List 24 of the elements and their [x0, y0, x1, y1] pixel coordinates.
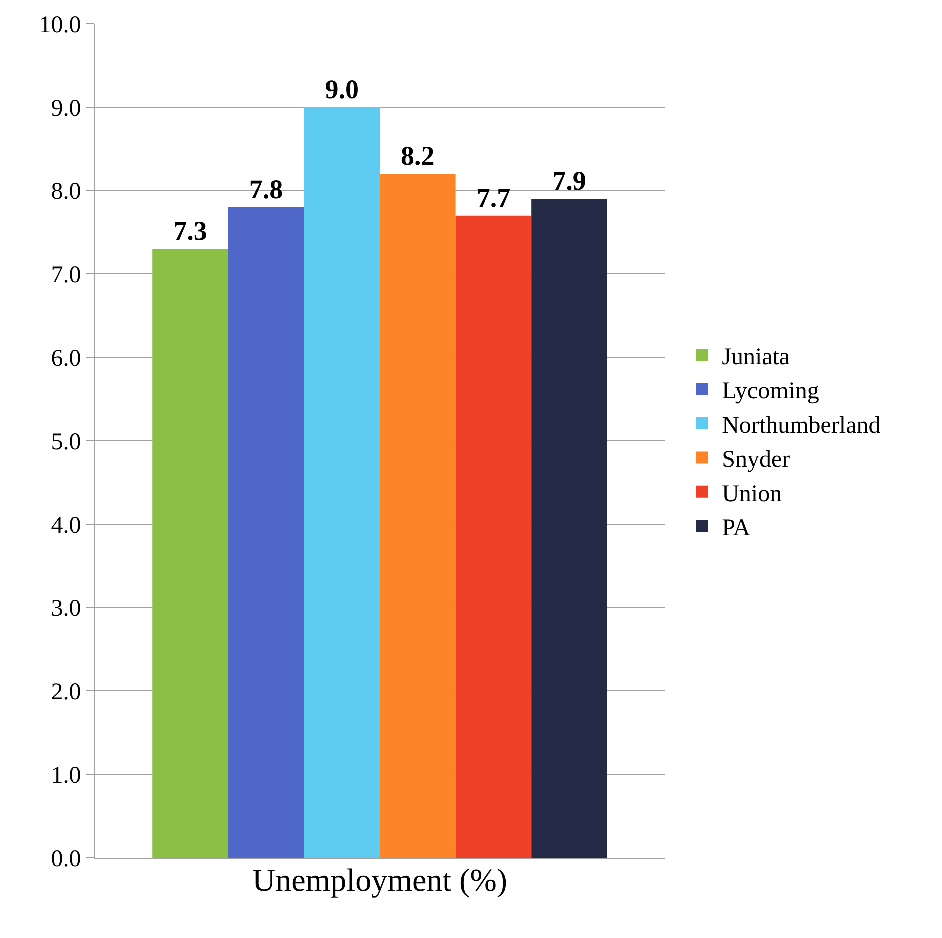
x-axis-title: Unemployment (%)	[252, 862, 508, 898]
y-tick-label: 3.0	[51, 596, 82, 622]
data-label: 8.2	[401, 141, 435, 172]
y-tick-label: 7.0	[51, 262, 82, 289]
y-tick-label: 6.0	[51, 346, 82, 372]
y-tick-label: 5.0	[51, 429, 82, 456]
legend-label: Juniata	[722, 344, 790, 370]
y-tick-label: 8.0	[51, 179, 82, 206]
legend-label: Lycoming	[722, 378, 820, 405]
y-tick-label: 9.0	[51, 96, 82, 122]
legend-label: PA	[722, 515, 752, 542]
y-tick-label: 4.0	[51, 512, 82, 539]
y-tick-label: 0.0	[51, 846, 82, 872]
legend-label: Northumberland	[722, 412, 881, 439]
data-label: 7.9	[552, 166, 586, 196]
legend-label: Snyder	[722, 447, 790, 474]
y-tick-label: 2.0	[51, 680, 82, 706]
data-label: 9.0	[325, 74, 359, 104]
data-label: 7.8	[249, 174, 284, 204]
data-label: 7.7	[476, 182, 511, 213]
y-tick-label: 10.0	[39, 12, 82, 38]
y-tick-label: 1.0	[51, 763, 82, 789]
data-label: 7.3	[174, 216, 208, 246]
legend-label: Union	[722, 481, 782, 508]
